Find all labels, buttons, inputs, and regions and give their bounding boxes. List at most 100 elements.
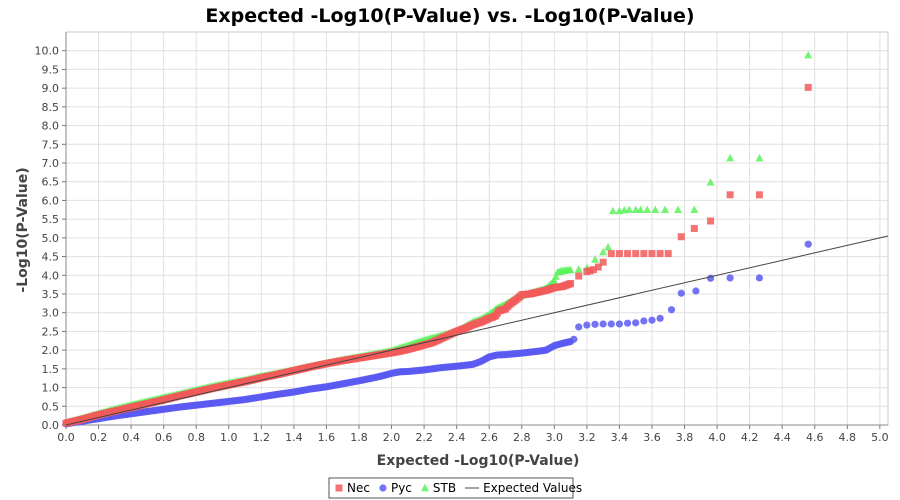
stb-point bbox=[636, 205, 645, 213]
nec-point bbox=[445, 331, 453, 339]
pyc-point bbox=[640, 317, 648, 325]
pyc-point bbox=[542, 346, 550, 354]
nec-point bbox=[526, 290, 534, 298]
nec-point bbox=[371, 351, 379, 359]
stb-point bbox=[674, 205, 683, 213]
nec-point bbox=[656, 250, 664, 258]
series-pyc bbox=[62, 240, 812, 428]
y-tick-label: 9.0 bbox=[42, 82, 60, 95]
nec-point bbox=[567, 280, 575, 288]
pyc-point bbox=[339, 380, 347, 388]
stb-point bbox=[558, 266, 567, 274]
pyc-point bbox=[575, 323, 583, 331]
x-tick-label: 4.0 bbox=[708, 431, 726, 444]
nec-point bbox=[632, 250, 640, 258]
x-axis-label: Expected -Log10(P-Value) bbox=[377, 453, 580, 469]
legend-swatch-nec bbox=[335, 484, 343, 492]
pyc-point bbox=[257, 393, 265, 401]
pyc-point bbox=[176, 403, 184, 411]
y-tick-label: 7.5 bbox=[42, 138, 60, 151]
pyc-point bbox=[615, 320, 624, 328]
pyc-point bbox=[591, 320, 599, 328]
pyc-point bbox=[570, 335, 578, 343]
pyc-point bbox=[623, 319, 632, 327]
x-tick-label: 2.4 bbox=[448, 431, 466, 444]
nec-point bbox=[707, 217, 715, 225]
stb-point bbox=[608, 206, 617, 215]
y-tick-label: 10.0 bbox=[35, 45, 60, 58]
nec-point bbox=[607, 250, 615, 258]
pyc-point bbox=[518, 349, 526, 357]
stb-point bbox=[643, 205, 652, 213]
nec-point bbox=[492, 312, 500, 320]
x-tick-label: 0.8 bbox=[187, 431, 205, 444]
pyc-point bbox=[632, 319, 640, 327]
pyc-point bbox=[477, 357, 485, 365]
nec-point bbox=[594, 263, 602, 271]
nec-point bbox=[339, 357, 347, 365]
pyc-point bbox=[379, 371, 388, 380]
x-tick-label: 3.0 bbox=[546, 431, 564, 444]
pyc-point bbox=[469, 360, 477, 368]
pyc-point bbox=[274, 390, 282, 398]
pyc-point bbox=[306, 385, 314, 393]
y-tick-label: 3.5 bbox=[42, 288, 60, 301]
pyc-point bbox=[241, 395, 249, 404]
nec-point bbox=[495, 307, 503, 315]
nec-point bbox=[111, 407, 119, 415]
nec-point bbox=[388, 349, 396, 357]
pyc-point bbox=[485, 353, 493, 361]
y-tick-label: 2.0 bbox=[42, 344, 60, 357]
x-tick-label: 0.0 bbox=[57, 431, 75, 444]
pyc-point bbox=[755, 274, 764, 282]
y-tick-label: 6.5 bbox=[42, 176, 60, 189]
x-tick-label: 3.8 bbox=[676, 431, 694, 444]
pyc-point bbox=[804, 240, 812, 248]
legend-label-expected-values: Expected Values bbox=[483, 481, 582, 495]
y-tick-label: 8.0 bbox=[42, 120, 60, 133]
nec-point bbox=[127, 403, 135, 411]
pyc-point bbox=[225, 397, 233, 406]
nec-point bbox=[510, 297, 518, 305]
pyc-point bbox=[677, 289, 685, 297]
nec-point bbox=[225, 381, 233, 389]
x-tick-label: 0.2 bbox=[90, 431, 108, 444]
pyc-point bbox=[208, 399, 217, 407]
stb-point bbox=[661, 205, 670, 213]
nec-point bbox=[241, 378, 249, 386]
stb-point bbox=[690, 205, 699, 213]
nec-point bbox=[412, 343, 420, 351]
x-tick-label: 3.4 bbox=[611, 431, 629, 444]
y-tick-label: 4.0 bbox=[42, 269, 60, 282]
stb-point bbox=[755, 153, 764, 162]
y-tick-label: 5.0 bbox=[42, 232, 60, 245]
nec-point bbox=[469, 321, 477, 329]
x-tick-label: 1.4 bbox=[285, 431, 303, 444]
stb-point bbox=[726, 153, 735, 162]
nec-point bbox=[477, 318, 485, 326]
nec-point bbox=[624, 250, 632, 258]
nec-point bbox=[690, 225, 698, 232]
nec-point bbox=[589, 266, 597, 274]
pyc-point bbox=[387, 369, 396, 377]
pyc-point bbox=[550, 342, 558, 350]
legend-label-pyc: Pyc bbox=[391, 481, 412, 495]
nec-point bbox=[62, 419, 70, 427]
x-tick-label: 1.8 bbox=[350, 431, 368, 444]
y-tick-label: 0.0 bbox=[42, 419, 60, 432]
pyc-point bbox=[583, 321, 591, 329]
pyc-point bbox=[534, 347, 542, 355]
legend-swatch-stb bbox=[420, 483, 429, 492]
expected-values-line bbox=[65, 235, 889, 426]
x-tick-label: 4.2 bbox=[741, 431, 759, 444]
series-nec bbox=[62, 83, 812, 427]
nec-point bbox=[453, 327, 461, 335]
stb-point bbox=[591, 255, 600, 263]
pyc-point bbox=[355, 377, 363, 385]
pyc-point bbox=[453, 362, 461, 370]
x-tick-label: 2.8 bbox=[513, 431, 531, 444]
stb-point bbox=[566, 265, 575, 274]
nec-point bbox=[640, 250, 648, 258]
pyc-point bbox=[656, 314, 664, 322]
x-tick-label: 1.2 bbox=[253, 431, 271, 444]
